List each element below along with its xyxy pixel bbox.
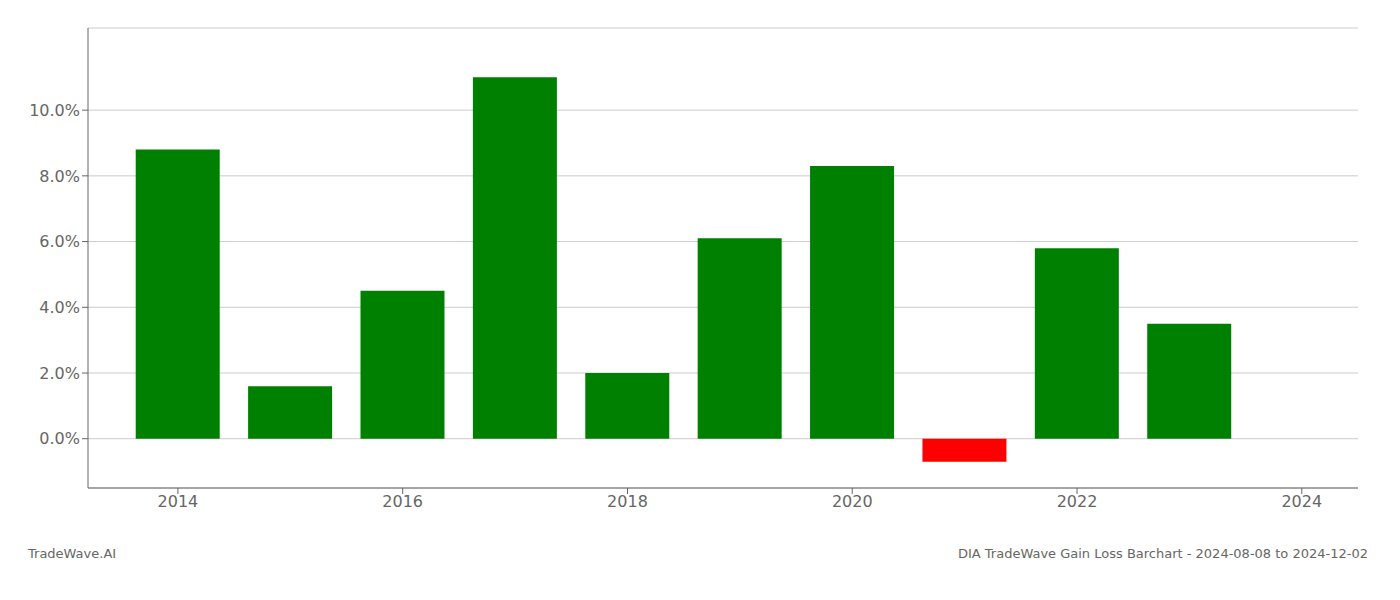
svg-text:2022: 2022 [1057, 492, 1098, 511]
svg-text:6.0%: 6.0% [39, 232, 80, 251]
svg-text:2.0%: 2.0% [39, 364, 80, 383]
html-text:DIA TradeWave Gain Loss Barcha: DIA TradeWave Gain Loss Barchart - 2024-… [957, 546, 1368, 561]
html-text:TradeWave.AI: TradeWave.AI [28, 546, 117, 561]
svg-text:0.0%: 0.0% [39, 429, 80, 448]
svg-text:10.0%: 10.0% [29, 101, 80, 120]
svg-text:2024: 2024 [1281, 492, 1322, 511]
svg-text:2014: 2014 [158, 492, 199, 511]
svg-text:2018: 2018 [607, 492, 648, 511]
svg-text:4.0%: 4.0% [39, 298, 80, 317]
svg-text:8.0%: 8.0% [39, 167, 80, 186]
svg-text:2020: 2020 [832, 492, 873, 511]
svg-text:2016: 2016 [382, 492, 423, 511]
